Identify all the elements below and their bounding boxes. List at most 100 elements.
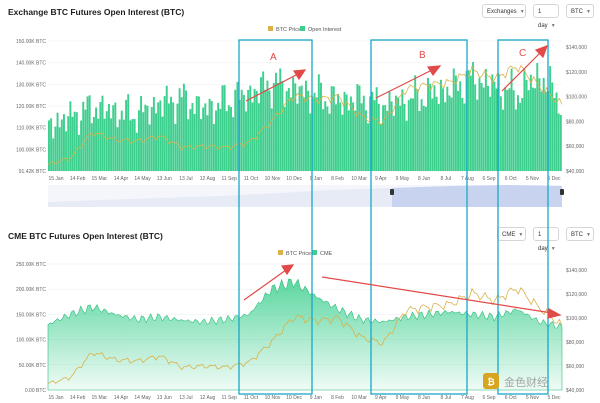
oi-bar <box>247 89 250 171</box>
oi-bar <box>232 117 235 171</box>
oi-bar <box>129 120 132 171</box>
oi-bar <box>390 101 393 171</box>
highlight-box-a <box>238 39 313 395</box>
oi-bar <box>369 96 372 171</box>
oi-bar <box>82 101 85 171</box>
oi-bar <box>480 83 483 171</box>
oi-bar <box>298 86 301 171</box>
exchange-source-select[interactable]: Exchanges ▼ <box>482 4 526 18</box>
oi-bar <box>219 108 222 171</box>
oi-bar <box>206 115 209 171</box>
cme-source-value: CME <box>502 232 516 238</box>
oi-bar <box>176 103 179 171</box>
left-tick-label: 150.00K BTC <box>16 312 46 318</box>
oi-bar <box>549 66 552 171</box>
watermark-icon-glyph: ₿ <box>487 377 494 387</box>
watermark-icon <box>483 373 499 389</box>
legend-swatch-price <box>268 26 273 31</box>
x-tick-label: 11 Oct <box>244 395 259 401</box>
arrow-cme-down-head <box>547 308 562 319</box>
x-tick-label: 6 Sep <box>483 176 496 182</box>
oi-bar <box>529 74 532 171</box>
oi-bar <box>212 124 215 171</box>
x-tick-label: 8 Jun <box>418 395 430 401</box>
oi-bar <box>504 87 507 171</box>
oi-bar <box>360 103 363 171</box>
oi-bar <box>553 98 556 171</box>
oi-bar <box>125 99 128 171</box>
oi-bar <box>234 89 237 171</box>
oi-bar <box>414 75 417 171</box>
oi-bar <box>152 97 155 171</box>
cme-unit-select[interactable]: BTC ▼ <box>566 227 594 241</box>
x-tick-label: 8 Feb <box>331 176 344 182</box>
cme-interval-select[interactable]: 1 day ▼ <box>533 227 559 252</box>
oi-bar <box>347 110 350 171</box>
watermark-logo: ₿ 金色财经 <box>483 373 548 389</box>
oi-bar <box>148 124 151 171</box>
x-tick-label: 8 Jun <box>418 176 430 182</box>
oi-bar <box>285 91 288 171</box>
oi-bar <box>463 103 466 171</box>
oi-bar <box>107 104 110 171</box>
watermark-text: 金色财经 <box>504 375 548 389</box>
oi-bar <box>538 78 541 171</box>
cme-right-axis: $140,000 $120,000 $100,000 $80,000 $60,000 $4… <box>566 268 587 394</box>
oi-bar <box>536 63 539 171</box>
oi-bar <box>454 75 457 171</box>
navigator-right-handle[interactable] <box>560 189 564 195</box>
exchange-unit-select[interactable]: BTC ▼ <box>566 4 594 18</box>
arrow-cme-down-shaft <box>321 276 553 314</box>
oi-bar <box>99 102 102 171</box>
oi-bar <box>103 118 106 171</box>
navigator[interactable] <box>48 185 564 207</box>
oi-bar <box>223 85 226 171</box>
annotation-arrows <box>243 44 562 319</box>
left-tick-label: 250.00K BTC <box>16 262 46 268</box>
oi-bar <box>302 97 305 171</box>
oi-bar <box>150 107 153 171</box>
oi-bar <box>92 117 95 171</box>
oi-bar <box>412 98 415 171</box>
oi-bar <box>497 74 500 171</box>
oi-bar <box>90 123 93 171</box>
oi-bar <box>52 138 55 171</box>
oi-bar <box>264 89 267 171</box>
oi-bar <box>472 62 474 171</box>
exchange-x-axis: 15 Jan 14 Feb 15 Mar 14 Apr 14 May 13 Jun 13 J… <box>48 176 561 182</box>
highlight-box-c <box>497 39 549 395</box>
oi-bar <box>433 85 436 171</box>
x-tick-label: 15 Mar <box>92 176 108 182</box>
oi-bar <box>305 80 307 171</box>
oi-bar <box>290 97 292 171</box>
oi-bar <box>135 132 138 171</box>
oi-bar <box>467 70 470 171</box>
exchange-interval-select[interactable]: 1 day ▼ <box>533 4 559 29</box>
x-tick-label: 14 Feb <box>70 176 86 182</box>
oi-bar <box>210 101 213 171</box>
x-tick-label: 10 Mar <box>351 176 367 182</box>
chevron-down-icon: ▼ <box>586 9 591 15</box>
left-tick-label: 100.00K BTC <box>16 147 46 153</box>
x-tick-label: 9 Jan <box>310 395 322 401</box>
oi-bar <box>191 103 194 171</box>
x-tick-label: 6 Oct <box>505 395 518 401</box>
oi-bar <box>474 84 477 171</box>
right-tick-label: $100,000 <box>566 316 587 322</box>
oi-bar <box>292 77 295 171</box>
oi-bar <box>403 104 406 171</box>
x-tick-label: 14 Apr <box>114 395 129 401</box>
cme-left-axis: 250.00K BTC 200.00K BTC 150.00K BTC 100.00K… <box>16 262 46 394</box>
navigator-left-handle[interactable] <box>390 189 394 195</box>
x-tick-label: 5 Dec <box>547 395 561 401</box>
right-tick-label: $60,000 <box>566 144 584 150</box>
x-tick-label: 13 Jun <box>157 395 172 401</box>
x-tick-label: 9 Apr <box>375 395 387 401</box>
chevron-down-icon: ▼ <box>519 9 525 15</box>
right-tick-label: $60,000 <box>566 364 584 370</box>
oi-bar <box>58 127 61 171</box>
oi-bar <box>444 102 447 171</box>
oi-bar <box>442 88 444 171</box>
arrow-cme-up-head <box>280 264 295 276</box>
